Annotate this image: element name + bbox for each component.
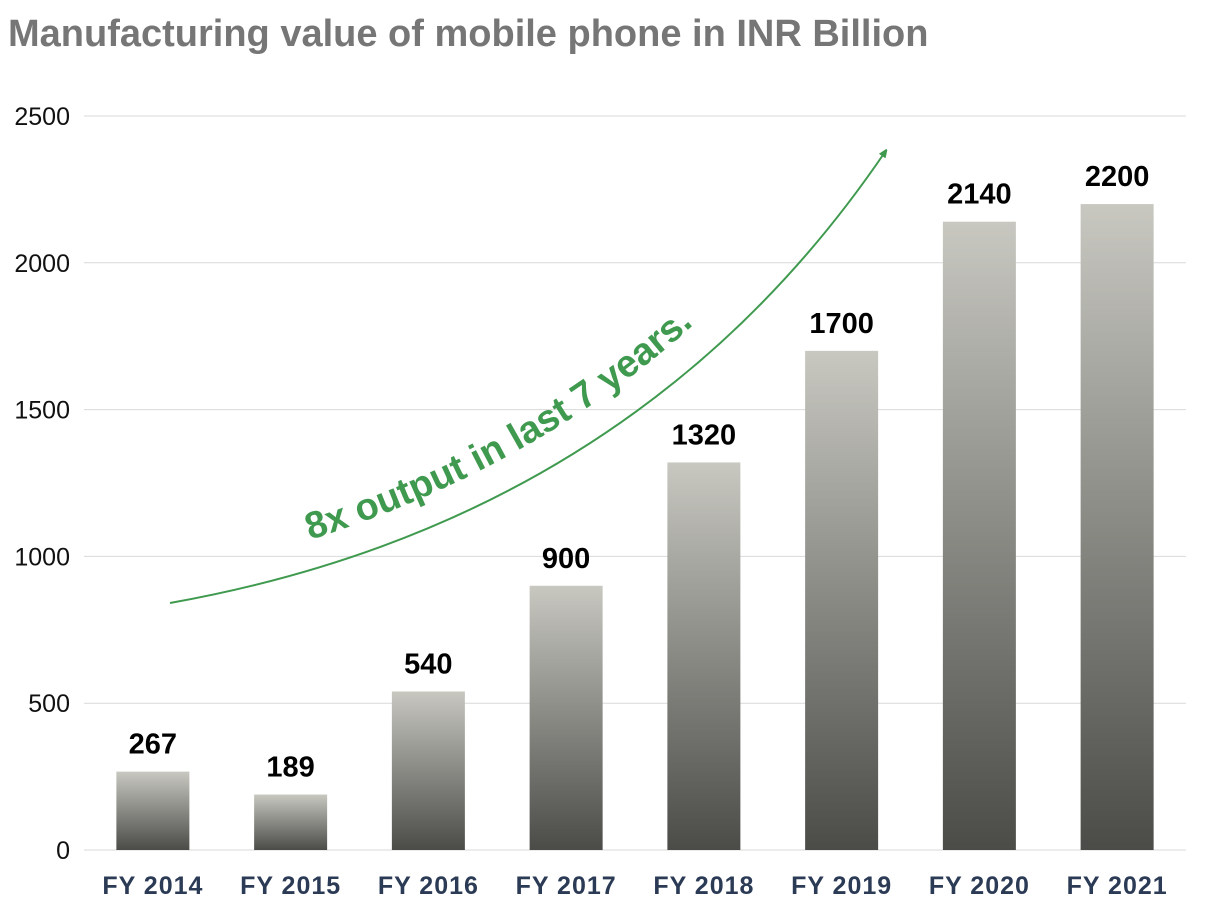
x-tick-label: FY 2014 — [102, 872, 203, 900]
y-tick-label: 1000 — [14, 543, 70, 571]
bar — [391, 691, 465, 850]
growth-arrow — [169, 152, 885, 604]
data-label: 2200 — [1085, 161, 1150, 193]
x-tick-label: FY 2015 — [240, 872, 341, 900]
bar — [529, 585, 603, 850]
y-axis-ticks: 0 500 1000 1500 2000 2500 — [14, 103, 70, 865]
x-tick-label: FY 2021 — [1067, 872, 1168, 900]
y-tick-label: 0 — [56, 837, 70, 865]
x-tick-label: FY 2017 — [516, 872, 617, 900]
data-labels: 267 189 540 900 1320 1700 2140 2200 — [129, 161, 1150, 783]
data-label: 267 — [129, 729, 177, 761]
data-label: 540 — [404, 648, 452, 680]
data-label: 2140 — [947, 179, 1012, 211]
x-tick-label: FY 2018 — [653, 872, 754, 900]
bar — [1080, 204, 1154, 850]
x-tick-label: FY 2019 — [791, 872, 892, 900]
y-tick-label: 2500 — [14, 103, 70, 131]
growth-annotation: 8x output in last 7 years. — [169, 152, 885, 604]
y-tick-label: 1500 — [14, 397, 70, 425]
x-axis-ticks: FY 2014 FY 2015 FY 2016 FY 2017 FY 2018 FY 20… — [102, 872, 1168, 900]
data-label: 900 — [542, 543, 590, 575]
x-tick-label: FY 2020 — [929, 872, 1030, 900]
bar — [116, 771, 190, 850]
data-label: 189 — [266, 752, 314, 784]
bar — [667, 462, 741, 850]
bars — [116, 204, 1154, 851]
x-tick-label: FY 2016 — [378, 872, 479, 900]
y-tick-label: 2000 — [14, 250, 70, 278]
data-label: 1320 — [672, 419, 737, 451]
annotation-text: 8x output in last 7 years. — [300, 300, 700, 549]
gridlines — [84, 115, 1186, 851]
bar — [254, 794, 328, 850]
y-tick-label: 500 — [28, 690, 70, 718]
bar — [805, 350, 879, 850]
chart-title: Manufacturing value of mobile phone in I… — [8, 13, 929, 55]
bar — [942, 221, 1016, 851]
data-label: 1700 — [809, 308, 874, 340]
